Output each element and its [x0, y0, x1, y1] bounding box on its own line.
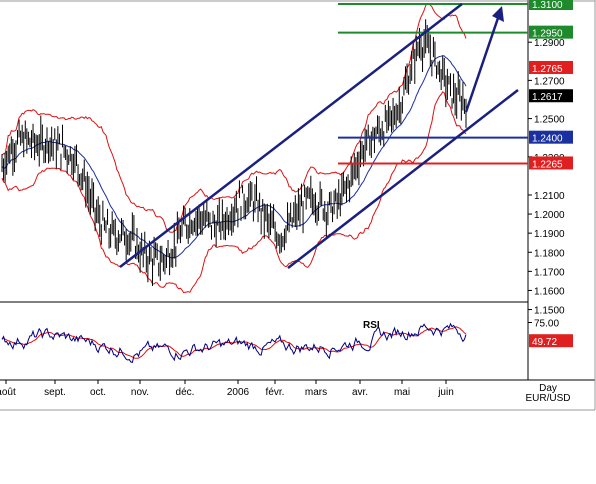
level-tag — [529, 130, 573, 144]
y-tick-label: 1.2100 — [534, 191, 565, 202]
y-tick-label: 1.1700 — [534, 267, 565, 278]
level-tag-label: 1.2765 — [532, 64, 563, 75]
y-tick-label: 1.2500 — [534, 115, 565, 126]
x-tick-label: avr. — [352, 387, 368, 398]
y-tick-label: 1.1900 — [534, 229, 565, 240]
x-tick-label: nov. — [131, 387, 149, 398]
x-tick-label: oct. — [90, 387, 106, 398]
level-tag-label: 1.2400 — [532, 134, 563, 145]
rsi-value-label: 49.72 — [532, 337, 557, 348]
rsi-y-tick-label: 75.00 — [534, 319, 559, 330]
y-tick-label: 1.2700 — [534, 76, 565, 87]
x-tick-label: juin — [437, 387, 454, 398]
level-tag — [529, 89, 573, 103]
level-tag-label: 1.2617 — [532, 92, 563, 103]
y-tick-label: 1.2000 — [534, 210, 565, 221]
y-tick-label: 1.1800 — [534, 248, 565, 259]
projection-arrow-shaft — [464, 17, 500, 113]
level-tag — [529, 60, 573, 74]
y-tick-label: 1.2900 — [534, 38, 565, 49]
level-tag-label: 1.3100 — [532, 0, 563, 11]
chart-background — [0, 0, 595, 410]
level-tag-label: 1.2265 — [532, 159, 563, 170]
x-tick-label: mai — [394, 387, 410, 398]
channel-lower-line — [287, 89, 519, 269]
projection-arrow-head — [492, 6, 504, 22]
y-tick-label: 1.1600 — [534, 286, 565, 297]
level-tag — [529, 156, 573, 170]
x-tick-label: 2006 — [227, 387, 250, 398]
x-tick-label: août — [0, 387, 16, 398]
x-tick-label: sept. — [44, 387, 66, 398]
x-tick-label: mars — [305, 387, 327, 398]
level-tag — [529, 0, 573, 10]
level-tag-label: 1.2950 — [532, 29, 563, 40]
bollinger-upper — [1, 2, 467, 233]
timeframe-label: Day — [539, 383, 557, 394]
rsi-value-tag — [529, 334, 573, 348]
y-tick-label: 1.1500 — [534, 306, 565, 317]
channel-upper-line — [119, 3, 463, 268]
x-tick-label: déc. — [176, 387, 195, 398]
bollinger-lower — [1, 91, 467, 294]
rsi-line — [1, 322, 467, 364]
level-tag — [529, 25, 573, 39]
pair-label: EUR/USD — [525, 393, 570, 404]
rsi-title: RSI — [363, 320, 380, 331]
moving-average — [1, 55, 467, 259]
x-tick-label: févr. — [266, 387, 285, 398]
